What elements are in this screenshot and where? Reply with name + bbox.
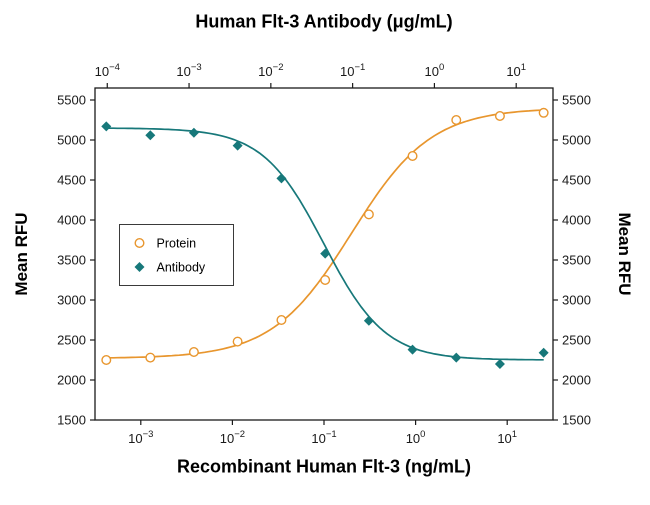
y-tick-label: 3000 (57, 293, 86, 308)
x-axis-ticks-bottom: 10−3 10−2 10−1 100 101 (128, 420, 517, 446)
y-tick-label: 1500 (57, 413, 86, 428)
bottom-axis-title: Recombinant Human Flt-3 (ng/mL) (177, 456, 471, 477)
y-tick-label: 5500 (562, 93, 591, 108)
legend-box (119, 224, 234, 286)
antibody-data-point (276, 173, 287, 184)
y-tick-label: 2500 (562, 333, 591, 348)
y-tick-label: 5000 (562, 133, 591, 148)
antibody-data-point (188, 127, 199, 138)
left-y-axis-title: Mean RFU (12, 212, 31, 296)
right-y-axis-title: Mean RFU (615, 212, 634, 296)
antibody-data-point (145, 130, 156, 141)
antibody-fit-curve (106, 127, 544, 361)
log-tick-label: 101 (497, 429, 517, 446)
series-antibody (101, 121, 549, 369)
antibody-data-point (320, 248, 331, 259)
legend-marker-antibody (134, 262, 145, 272)
y-tick-label: 1500 (562, 413, 591, 428)
antibody-data-point (407, 344, 418, 355)
log-tick-label: 10−1 (311, 429, 336, 446)
protein-data-point (494, 110, 505, 121)
protein-data-point (188, 347, 199, 358)
log-tick-label: 10−2 (258, 62, 283, 79)
protein-data-point (276, 315, 287, 326)
legend-label-antibody: Antibody (157, 261, 206, 275)
protein-data-point (101, 355, 112, 366)
y-tick-label: 2000 (57, 373, 86, 388)
antibody-data-point (494, 359, 505, 369)
log-tick-label: 10−3 (128, 429, 153, 446)
series-protein (101, 107, 549, 366)
y-tick-label: 4000 (57, 213, 86, 228)
log-tick-label: 100 (406, 429, 426, 446)
y-tick-label: 3500 (562, 253, 591, 268)
y-tick-label: 4500 (562, 173, 591, 188)
y-tick-label: 4000 (562, 213, 591, 228)
antibody-data-point (451, 352, 462, 363)
log-tick-label: 10−2 (220, 429, 245, 446)
protein-data-point (538, 107, 549, 118)
log-tick-label: 10−4 (95, 62, 120, 79)
y-tick-label: 2000 (562, 373, 591, 388)
top-axis-title: Human Flt-3 Antibody (μg/mL) (195, 11, 453, 32)
y-tick-label: 3000 (562, 293, 591, 308)
protein-data-point (451, 114, 462, 125)
legend-marker-protein (134, 237, 145, 248)
protein-data-point (232, 336, 243, 347)
protein-data-point (320, 275, 331, 286)
protein-fit-curve (106, 109, 544, 359)
y-tick-label: 4500 (57, 173, 86, 188)
log-tick-label: 10−3 (176, 62, 201, 79)
log-tick-label: 10−1 (340, 62, 365, 79)
y-tick-label: 3500 (57, 253, 86, 268)
antibody-data-point (101, 121, 112, 132)
protein-data-point (363, 209, 374, 220)
y-axis-ticks: 1500 1500 2000 2000 2500 2500 3000 3000 3500 3500… (57, 93, 591, 428)
y-tick-label: 5000 (57, 133, 86, 148)
log-tick-label: 100 (425, 62, 445, 79)
legend: Protein Antibody (119, 224, 234, 286)
legend-label-protein: Protein (157, 237, 197, 251)
x-axis-ticks-top: 10−4 10−3 10−2 10−1 100 101 (95, 62, 526, 88)
protein-data-point (407, 150, 418, 161)
antibody-data-point (538, 347, 549, 358)
y-tick-label: 2500 (57, 333, 86, 348)
protein-data-point (145, 352, 156, 363)
antibody-data-point (232, 140, 243, 151)
log-tick-label: 101 (506, 62, 526, 79)
y-tick-label: 5500 (57, 93, 86, 108)
antibody-data-point (363, 315, 374, 326)
